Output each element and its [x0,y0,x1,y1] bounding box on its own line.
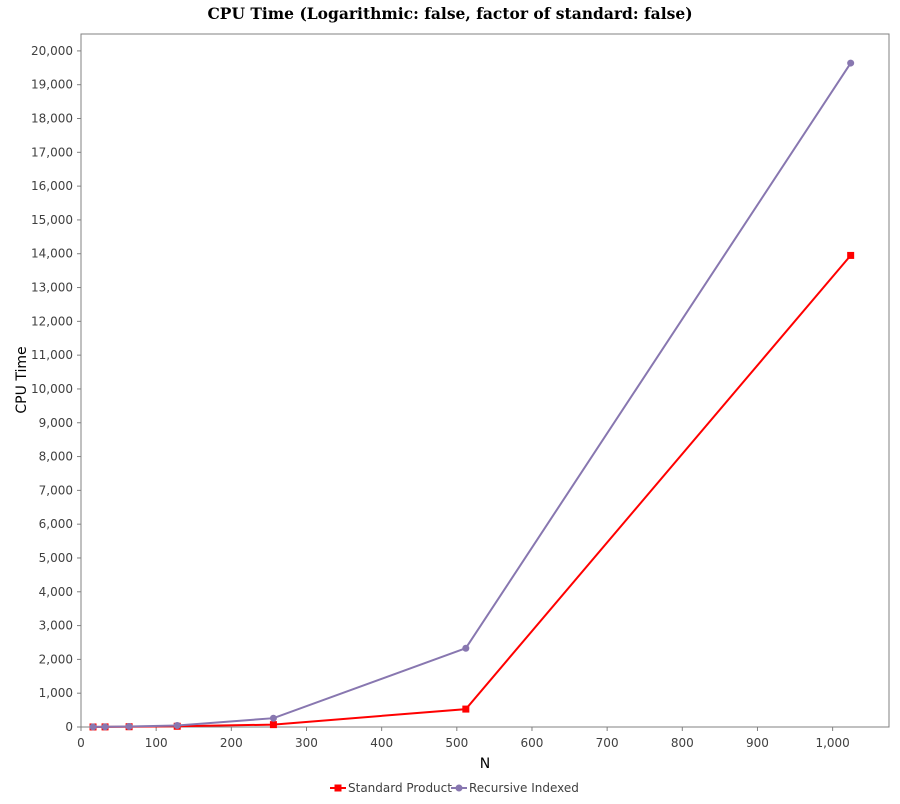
y-tick-label: 7,000 [39,483,73,497]
data-point [847,251,855,259]
y-axis-label: CPU Time [14,346,30,413]
x-tick-label: 1,000 [815,736,849,750]
x-axis-label: N [480,756,490,772]
legend-swatch-marker [334,784,342,792]
legend-swatch-marker [455,784,463,792]
y-tick-label: 17,000 [31,145,73,159]
y-tick-label: 6,000 [39,517,73,531]
data-point [101,723,109,731]
x-axis: 0 100 200 300 400 500 600 700 800 900 1,000 [77,727,850,750]
y-tick-label: 5,000 [39,551,73,565]
y-tick-label: 13,000 [31,281,73,295]
y-tick-label: 3,000 [39,619,73,633]
x-tick-label: 100 [145,736,168,750]
legend-label: Recursive Indexed [469,781,579,795]
data-point [847,59,855,67]
y-tick-label: 14,000 [31,247,73,261]
chart-title: CPU Time (Logarithmic: false, factor of … [207,4,692,23]
y-tick-label: 19,000 [31,78,73,92]
y-tick-label: 18,000 [31,112,73,126]
legend: Standard Product Recursive Indexed [330,781,579,795]
data-point [462,705,470,713]
y-tick-label: 10,000 [31,382,73,396]
x-tick-label: 0 [77,736,85,750]
y-tick-label: 8,000 [39,450,73,464]
data-point [269,714,277,722]
y-tick-label: 20,000 [31,44,73,58]
y-axis: 0 1,000 2,000 3,000 4,000 5,000 6,000 7,000 8,00… [31,44,81,734]
x-tick-label: 900 [746,736,769,750]
x-tick-label: 600 [521,736,544,750]
x-tick-label: 700 [596,736,619,750]
data-point [89,723,97,731]
x-tick-label: 200 [220,736,243,750]
y-tick-label: 12,000 [31,314,73,328]
data-point [173,721,181,729]
y-tick-label: 9,000 [39,416,73,430]
x-tick-label: 300 [295,736,318,750]
data-point [269,721,277,729]
y-tick-label: 11,000 [31,348,73,362]
y-tick-label: 15,000 [31,213,73,227]
y-tick-label: 16,000 [31,179,73,193]
y-tick-label: 4,000 [39,585,73,599]
data-point [462,644,470,652]
y-tick-label: 0 [65,720,73,734]
x-tick-label: 400 [370,736,393,750]
legend-label: Standard Product [348,781,452,795]
plot-area [80,33,890,728]
y-tick-label: 2,000 [39,652,73,666]
x-tick-label: 800 [671,736,694,750]
x-tick-label: 500 [445,736,468,750]
series-layer [89,59,855,731]
data-point [125,723,133,731]
y-tick-label: 1,000 [39,686,73,700]
